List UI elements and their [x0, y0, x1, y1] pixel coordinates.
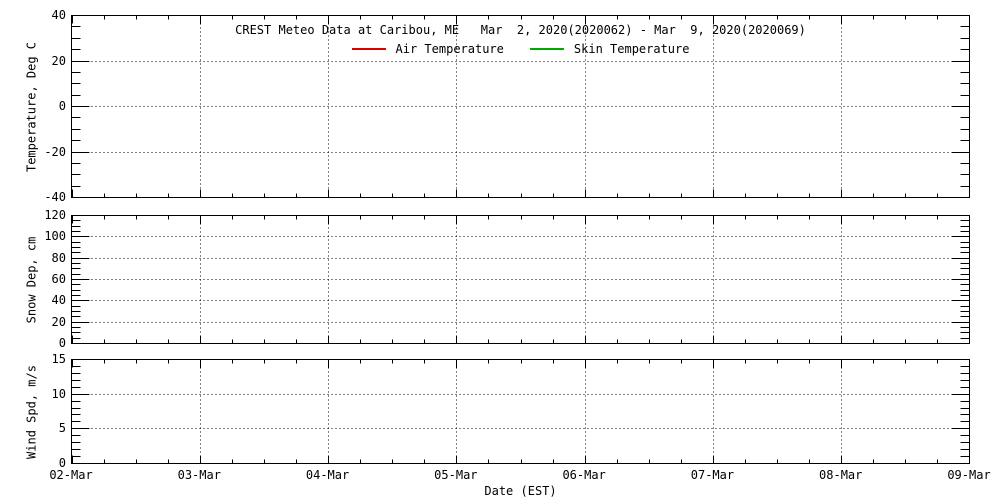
- skin-temperature-line-swatch: [529, 48, 564, 50]
- legend-item-air-temperature: Air Temperature: [351, 42, 504, 56]
- y-tick-label-temperature: 40: [51, 8, 66, 22]
- y-tick-label-temperature: -40: [44, 190, 66, 204]
- y-tick-label-snow-depth: 20: [51, 315, 66, 329]
- y-tick-label-wind-speed: 0: [58, 456, 66, 470]
- y-tick-label-snow-depth: 60: [51, 272, 66, 286]
- y-tick-label-wind-speed: 10: [51, 387, 66, 401]
- legend-label-air-temperature: Air Temperature: [395, 42, 504, 56]
- y-tick-label-snow-depth: 40: [51, 293, 66, 307]
- x-tick-label: 07-Mar: [690, 468, 735, 482]
- air-temperature-line-swatch: [351, 48, 386, 50]
- panel-wind-speed: [71, 359, 970, 464]
- y-tick-label-snow-depth: 100: [44, 229, 66, 243]
- panel-snow-depth: [71, 215, 970, 344]
- legend-label-skin-temperature: Skin Temperature: [573, 42, 690, 56]
- y-tick-label-temperature: 0: [58, 99, 66, 113]
- x-tick-label: 05-Mar: [434, 468, 478, 482]
- x-tick-label: 03-Mar: [177, 468, 221, 482]
- panel-temperature: [71, 15, 970, 198]
- y-tick-label-snow-depth: 0: [58, 336, 66, 350]
- y-tick-label-wind-speed: 15: [51, 352, 66, 366]
- legend-item-skin-temperature: Skin Temperature: [529, 42, 690, 56]
- y-tick-label-temperature: -20: [44, 145, 66, 159]
- y-tick-label-wind-speed: 5: [58, 421, 66, 435]
- x-tick-label: 09-Mar: [947, 468, 991, 482]
- chart-title: CREST Meteo Data at Caribou, ME Mar 2, 2…: [235, 23, 806, 37]
- chart-legend: Air Temperature Skin Temperature: [71, 42, 970, 56]
- y-axis-title-wind-speed: Wind Spd, m/s: [24, 364, 38, 459]
- y-tick-label-temperature: 20: [51, 54, 66, 68]
- x-axis-title: Date (EST): [484, 484, 557, 498]
- x-tick-label: 02-Mar: [49, 468, 93, 482]
- x-tick-label: 04-Mar: [305, 468, 350, 482]
- x-tick-label: 06-Mar: [562, 468, 606, 482]
- y-tick-label-snow-depth: 80: [51, 251, 66, 265]
- y-tick-label-snow-depth: 120: [44, 208, 66, 222]
- x-tick-label: 08-Mar: [819, 468, 863, 482]
